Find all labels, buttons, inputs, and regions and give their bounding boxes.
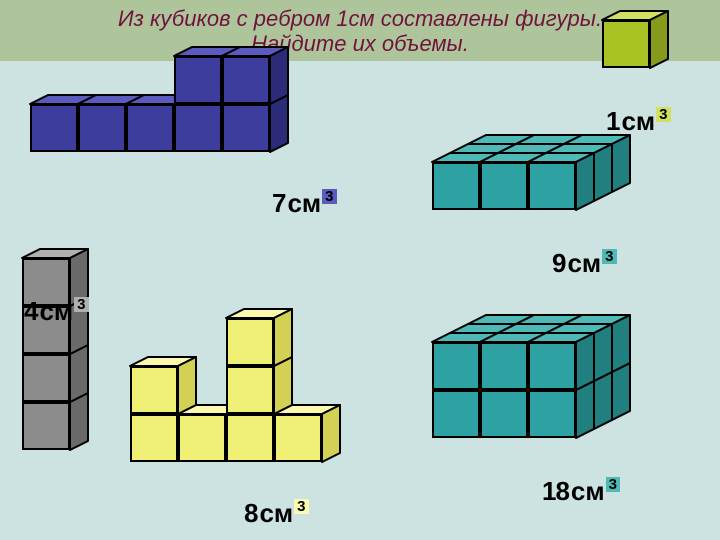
fig-blue-l-label: 7см3 xyxy=(272,190,337,216)
cube-front xyxy=(178,414,226,462)
cube-front xyxy=(528,162,576,210)
cube-front xyxy=(126,104,174,152)
cube-side xyxy=(272,307,294,368)
cube-front xyxy=(130,366,178,414)
cube-front xyxy=(226,318,274,366)
cube-front xyxy=(30,104,78,152)
cube-side xyxy=(574,151,596,212)
fig-gray-tower-label: 4см3 xyxy=(24,298,89,324)
cube-side xyxy=(648,9,670,70)
cube-front xyxy=(480,162,528,210)
fig-green-single-label: 1см3 xyxy=(606,108,671,134)
cube-front xyxy=(528,390,576,438)
cube-front xyxy=(480,390,528,438)
cube-front xyxy=(432,390,480,438)
cube-front xyxy=(22,402,70,450)
cube-side xyxy=(320,403,342,464)
cube-front xyxy=(78,104,126,152)
fig-yellow-label: 8см3 xyxy=(244,500,309,526)
fig-teal-3x3-label: 9см3 xyxy=(552,250,617,276)
fig-teal-3x3x2-label: 18см3 xyxy=(542,478,620,504)
cube-front xyxy=(432,162,480,210)
cube-front xyxy=(274,414,322,462)
stage: Из кубиков с ребром 1см составлены фигур… xyxy=(0,0,720,540)
cube-front xyxy=(226,366,274,414)
cube-front xyxy=(222,104,270,152)
cube-front xyxy=(226,414,274,462)
cube-front xyxy=(174,56,222,104)
cube-side xyxy=(574,331,596,392)
cube-side xyxy=(176,355,198,416)
cube-front xyxy=(174,104,222,152)
cube-front xyxy=(432,342,480,390)
cube-front xyxy=(22,354,70,402)
cube-front xyxy=(480,342,528,390)
cube-front xyxy=(528,342,576,390)
cube-front xyxy=(130,414,178,462)
cube-front xyxy=(602,20,650,68)
cube-front xyxy=(222,56,270,104)
cube-side xyxy=(268,45,290,106)
